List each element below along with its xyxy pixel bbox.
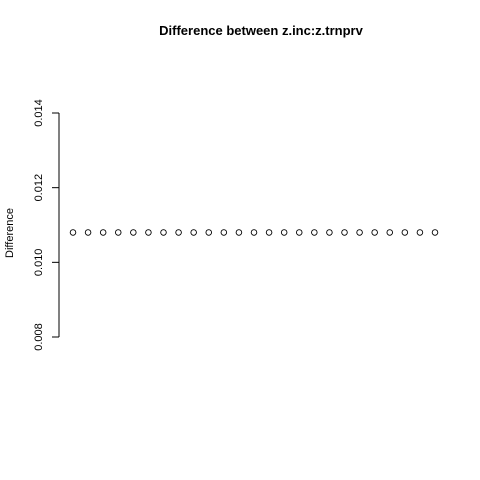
y-tick-label: 0.014 [33, 99, 45, 127]
data-point [84, 229, 92, 236]
data-point [416, 229, 424, 236]
data-point [69, 229, 77, 236]
data-point [311, 229, 318, 236]
data-point [145, 229, 152, 236]
data-point [356, 229, 363, 236]
data-point [130, 229, 137, 236]
data-point [205, 229, 212, 236]
data-point [235, 229, 243, 236]
data-point [280, 229, 288, 236]
data-point [190, 229, 197, 236]
data-point [341, 229, 348, 236]
y-axis: 0.008 0.010 0.012 0.014 [33, 99, 60, 351]
data-point [371, 229, 378, 236]
chart-title: Difference between z.inc:z.trnprv [159, 23, 363, 38]
y-tick-label: 0.008 [33, 323, 45, 351]
data-point [326, 229, 333, 236]
y-tick-label: 0.010 [33, 249, 45, 277]
data-point [175, 229, 182, 236]
y-axis-label: Difference [4, 208, 16, 258]
data-point [386, 229, 394, 236]
data-point [431, 229, 439, 236]
data-point [401, 229, 409, 236]
data-point [114, 229, 122, 236]
y-tick-label: 0.012 [33, 174, 45, 202]
data-point [160, 229, 167, 236]
data-point [265, 229, 273, 236]
data-point [296, 229, 303, 236]
data-point [250, 229, 258, 236]
data-point [220, 229, 228, 236]
data-points [69, 229, 439, 236]
data-point [99, 229, 107, 236]
